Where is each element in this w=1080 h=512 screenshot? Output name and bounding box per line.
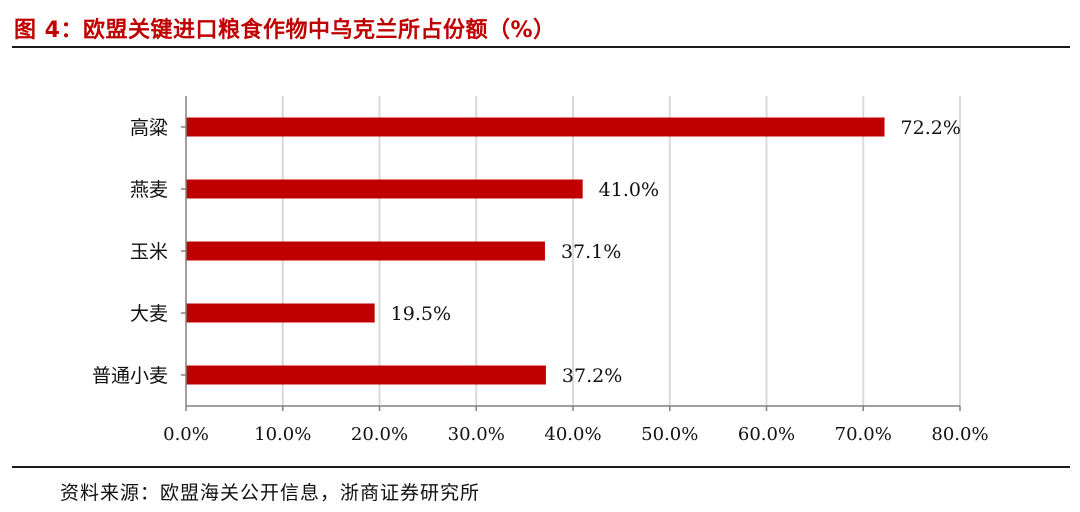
data-label: 37.1% bbox=[561, 241, 621, 263]
bar-chart: 0.0% 10.0% 20.0% 30.0% 40.0% 50.0% 60.0% 70.0% 8… bbox=[92, 96, 989, 445]
x-tick-label: 10.0% bbox=[254, 424, 311, 445]
bar-3 bbox=[186, 303, 375, 323]
bars bbox=[186, 117, 885, 385]
data-label: 41.0% bbox=[599, 179, 659, 201]
x-tick-label: 50.0% bbox=[641, 424, 698, 445]
x-tick-label: 20.0% bbox=[351, 424, 408, 445]
data-label: 37.2% bbox=[562, 365, 622, 387]
gridlines bbox=[281, 96, 961, 406]
category-label: 燕麦 bbox=[130, 179, 168, 201]
category-label: 普通小麦 bbox=[92, 365, 168, 387]
x-tick-label: 0.0% bbox=[163, 424, 209, 445]
x-tick-label: 70.0% bbox=[835, 424, 892, 445]
bar-2 bbox=[186, 241, 545, 261]
x-tick-label: 40.0% bbox=[544, 424, 601, 445]
category-label: 高粱 bbox=[130, 117, 168, 139]
x-tick-label: 60.0% bbox=[738, 424, 795, 445]
labels: 0.0% 10.0% 20.0% 30.0% 40.0% 50.0% 60.0% 70.0% 8… bbox=[92, 117, 989, 445]
x-tick-label: 30.0% bbox=[448, 424, 505, 445]
bar-4 bbox=[186, 365, 546, 385]
data-label: 72.2% bbox=[901, 117, 961, 139]
data-label: 19.5% bbox=[391, 303, 451, 325]
category-label: 大麦 bbox=[130, 303, 168, 325]
title-rule bbox=[12, 46, 1070, 48]
source-rule bbox=[12, 466, 1070, 468]
figure-title: 图 4：欧盟关键进口粮食作物中乌克兰所占份额（%） bbox=[14, 18, 556, 43]
x-tick-label: 80.0% bbox=[931, 424, 988, 445]
source-note: 资料来源：欧盟海关公开信息，浙商证券研究所 bbox=[60, 482, 481, 504]
bar-0 bbox=[186, 117, 885, 137]
category-label: 玉米 bbox=[130, 241, 168, 263]
bar-1 bbox=[186, 179, 583, 199]
axes bbox=[181, 96, 961, 411]
